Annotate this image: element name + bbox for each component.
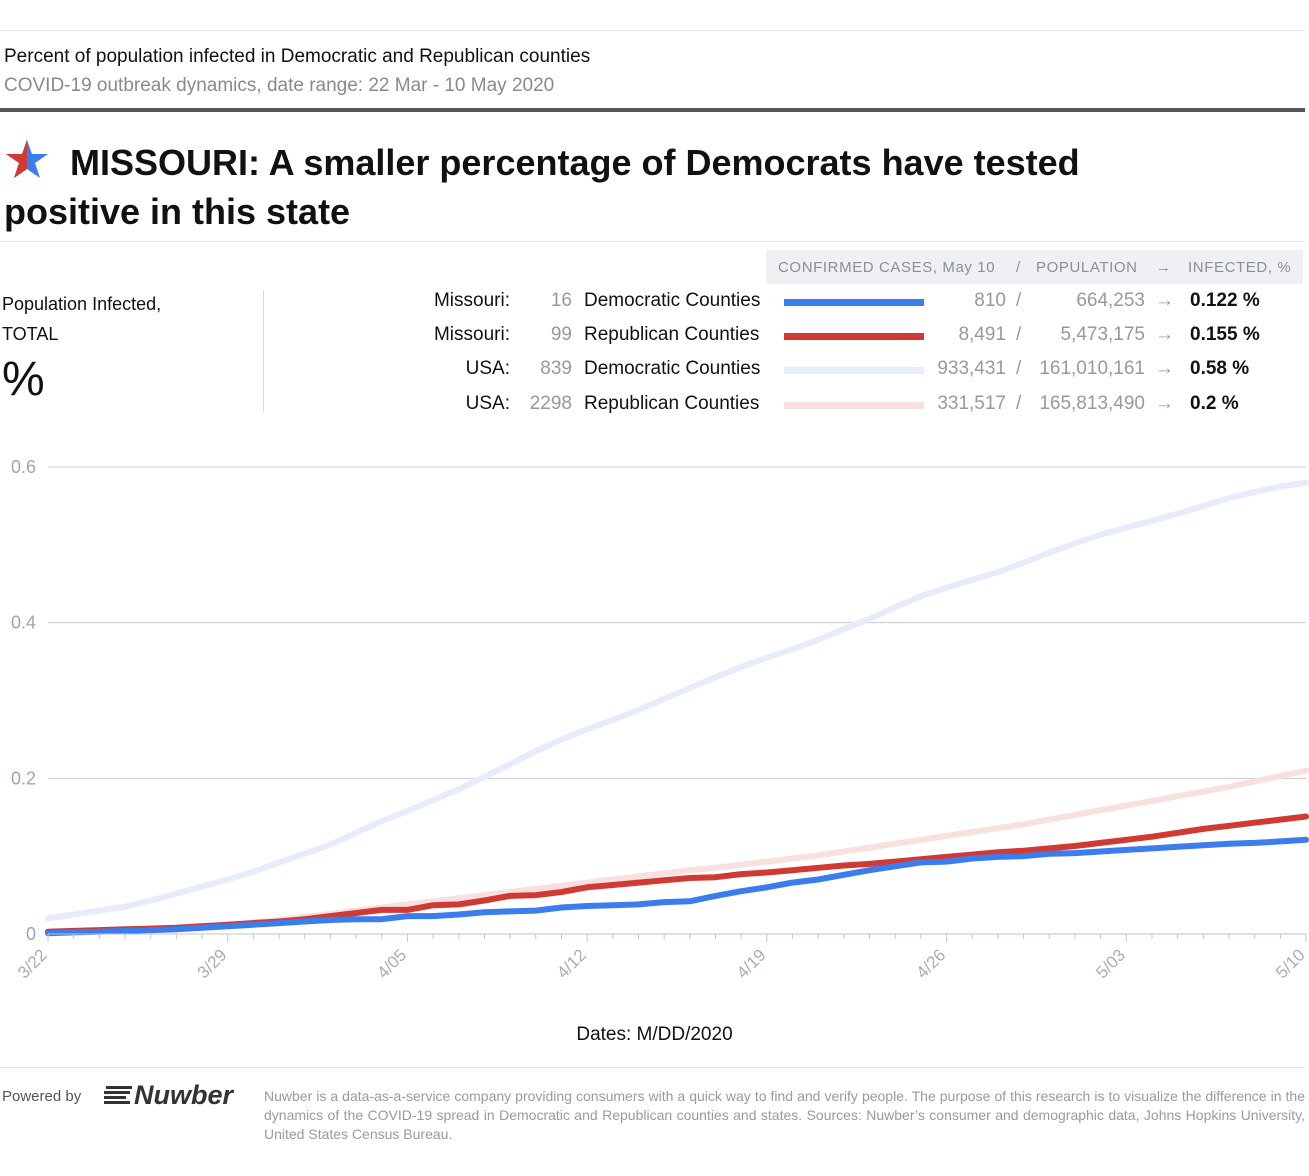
legend-slash: / <box>1016 324 1022 345</box>
y-axis-title-line2: TOTAL <box>2 324 59 344</box>
legend-arrow: → <box>1155 358 1174 379</box>
header-population: POPULATION <box>1036 259 1138 276</box>
legend-row: USA: 839 Democratic Counties 933,431 / 1… <box>0 354 1309 388</box>
legend-arrow: → <box>1155 393 1174 414</box>
x-tick-label: 4/19 <box>733 945 770 982</box>
legend-population: 161,010,161 <box>1039 358 1145 379</box>
panel-separator <box>263 290 264 412</box>
y-axis-title-line1: Population Infected, <box>2 294 162 314</box>
x-tick-label: 4/05 <box>373 945 410 982</box>
legend-population: 664,253 <box>1076 290 1145 311</box>
legend-region: Missouri: <box>433 290 510 311</box>
legend-row: USA: 2298 Republican Counties 331,517 / … <box>0 389 1309 423</box>
y-tick-label: 0.6 <box>11 457 36 477</box>
top-rule <box>0 30 1305 31</box>
legend-arrow: → <box>1155 324 1174 345</box>
legend-cases: 331,517 <box>937 393 1006 414</box>
x-axis-label: Dates: M/DD/2020 <box>576 1024 733 1045</box>
y-tick-label: 0.2 <box>11 768 36 788</box>
footer-divider <box>0 1067 1305 1068</box>
x-tick-label: 5/10 <box>1272 945 1309 982</box>
legend-cases: 933,431 <box>937 358 1006 379</box>
legend-infected: 0.2 % <box>1190 393 1239 414</box>
header-infected: INFECTED, % <box>1188 259 1292 276</box>
header-arrow: → <box>1156 259 1172 276</box>
legend-county-count: 839 <box>540 358 572 379</box>
legend-slash: / <box>1016 393 1022 414</box>
legend-swatch-usa-rep <box>784 402 924 409</box>
legend-swatch-usa-dem <box>784 367 924 374</box>
date-range: COVID-19 outbreak dynamics, date range: … <box>4 75 555 96</box>
y-axis-title: Population Infected, TOTAL <box>2 289 161 349</box>
page-title: MISSOURI: A smaller percentage of Democr… <box>4 138 1204 236</box>
legend-infected: 0.58 % <box>1190 358 1250 379</box>
legend-group: Democratic Counties <box>584 290 761 311</box>
powered-by-text: Powered by <box>2 1088 82 1105</box>
legend-cases: 810 <box>974 290 1006 311</box>
x-tick-label: 3/22 <box>14 945 51 982</box>
header-confirmed: CONFIRMED CASES, May 10 <box>778 259 996 276</box>
legend-region: Missouri: <box>433 324 510 345</box>
legend-population: 165,813,490 <box>1039 393 1145 414</box>
x-tick-label: 5/03 <box>1092 945 1129 982</box>
headline-text: MISSOURI: A smaller percentage of Democr… <box>4 142 1080 232</box>
legend-infected: 0.155 % <box>1190 324 1260 345</box>
legend-region: USA: <box>465 358 510 379</box>
star-icon <box>6 140 48 178</box>
legend-county-count: 99 <box>550 324 572 345</box>
x-tick-label: 4/26 <box>913 945 950 982</box>
legend-arrow: → <box>1155 290 1174 311</box>
y-tick-label: 0 <box>26 924 36 944</box>
legend-region: USA: <box>465 393 510 414</box>
footer-note: Nuwber is a data-as-a-service company pr… <box>264 1088 1305 1142</box>
series-line-missouri-democratic-counties <box>45 836 1309 937</box>
headline-divider <box>0 241 1305 242</box>
legend-swatch-mo-rep <box>784 333 924 340</box>
chart-subtitle: Percent of population infected in Democr… <box>4 46 591 67</box>
header-divider <box>0 108 1305 112</box>
legend-group: Republican Counties <box>584 324 760 345</box>
legend-row: Missouri: 16 Democratic Counties 810 / 6… <box>0 286 1309 320</box>
legend-population: 5,473,175 <box>1060 324 1145 345</box>
series-line-usa-democratic-counties <box>45 479 1309 922</box>
legend-county-count: 2298 <box>529 393 572 414</box>
legend-slash: / <box>1016 290 1022 311</box>
logo-text: Nuwber <box>134 1080 234 1110</box>
legend-group: Democratic Counties <box>584 358 761 379</box>
header-slash: / <box>1016 259 1021 276</box>
legend-infected: 0.122 % <box>1190 290 1260 311</box>
legend-group: Republican Counties <box>584 393 760 414</box>
legend-table-header: CONFIRMED CASES, May 10 / POPULATION → I… <box>766 250 1303 284</box>
x-tick-label: 4/12 <box>553 945 590 982</box>
unit-symbol: % <box>2 353 45 406</box>
y-tick-label: 0.4 <box>11 613 36 633</box>
logo-bars-icon <box>104 1086 132 1104</box>
line-chart: 0 0.2 0.4 0.6 3/22 3/29 4/05 4/12 4/19 4/26 5/03 5… <box>11 457 1309 982</box>
legend-row: Missouri: 99 Republican Counties 8,491 /… <box>0 320 1309 354</box>
legend-slash: / <box>1016 358 1022 379</box>
x-tick-label: 3/29 <box>194 945 231 982</box>
legend-county-count: 16 <box>550 290 572 311</box>
legend-cases: 8,491 <box>958 324 1006 345</box>
legend-swatch-mo-dem <box>784 299 924 306</box>
nuwber-logo[interactable]: Nuwber <box>104 1080 233 1111</box>
